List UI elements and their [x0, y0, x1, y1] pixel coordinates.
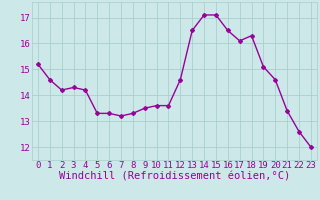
X-axis label: Windchill (Refroidissement éolien,°C): Windchill (Refroidissement éolien,°C) — [59, 172, 290, 182]
